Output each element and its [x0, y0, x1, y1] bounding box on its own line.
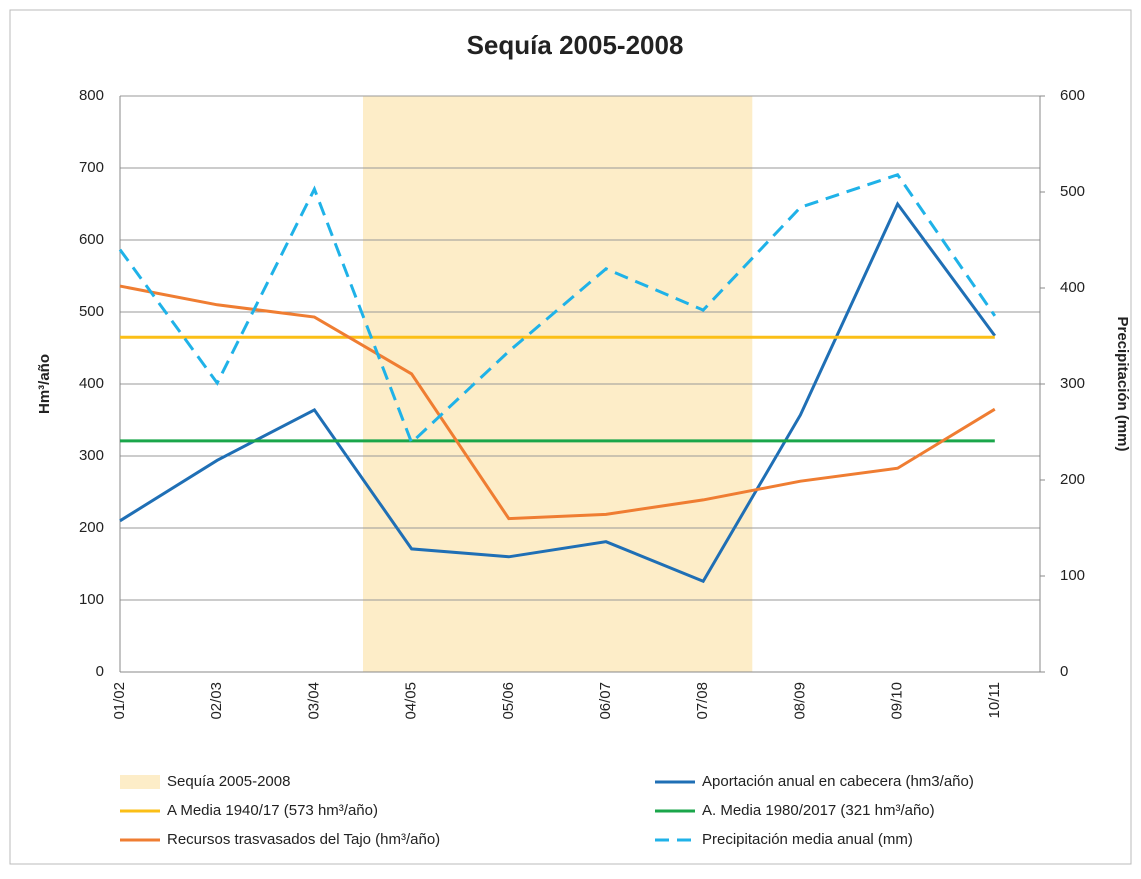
x-tick-label: 02/03: [208, 682, 225, 720]
y2-tick-label: 400: [1060, 279, 1085, 296]
x-tick-label: 10/11: [986, 682, 1003, 718]
legend-label: Aportación anual en cabecera (hm3/año): [702, 773, 974, 790]
y2-tick-label: 0: [1060, 663, 1068, 680]
y-axis-label: Hm³/año: [36, 354, 53, 414]
legend-label: Precipitación media anual (mm): [702, 831, 913, 848]
x-tick-label: 06/07: [597, 682, 614, 720]
y2-tick-label: 200: [1060, 471, 1085, 488]
legend-swatch: [120, 775, 160, 789]
y-tick-label: 0: [96, 663, 104, 680]
y-tick-label: 100: [79, 591, 104, 608]
y-tick-label: 600: [79, 231, 104, 248]
x-tick-label: 04/05: [403, 682, 420, 720]
y-tick-label: 800: [79, 87, 104, 104]
legend-label: Sequía 2005-2008: [167, 773, 290, 790]
x-tick-label: 09/10: [889, 682, 906, 720]
y-tick-label: 200: [79, 519, 104, 536]
x-tick-label: 03/04: [305, 682, 322, 720]
y-tick-label: 400: [79, 375, 104, 392]
x-tick-label: 05/06: [500, 682, 517, 720]
y2-axis-label: Precipitación (mm): [1114, 316, 1131, 451]
legend-label: A. Media 1980/2017 (321 hm³/año): [702, 802, 935, 819]
x-tick-label: 01/02: [111, 682, 128, 720]
chart-title: Sequía 2005-2008: [467, 30, 684, 60]
y2-tick-label: 100: [1060, 567, 1085, 584]
y2-tick-label: 500: [1060, 183, 1085, 200]
y2-tick-label: 600: [1060, 87, 1085, 104]
line: [119, 284, 996, 521]
y-tick-label: 700: [79, 159, 104, 176]
line: [119, 201, 997, 584]
legend-label: Recursos trasvasados del Tajo (hm³/año): [167, 831, 440, 848]
x-tick-label: 07/08: [694, 682, 711, 720]
legend-label: A Media 1940/17 (573 hm³/año): [167, 802, 378, 819]
y2-tick-label: 300: [1060, 375, 1085, 392]
y-tick-label: 300: [79, 447, 104, 464]
x-tick-label: 08/09: [791, 682, 808, 720]
y-tick-label: 500: [79, 303, 104, 320]
line: [118, 172, 997, 446]
